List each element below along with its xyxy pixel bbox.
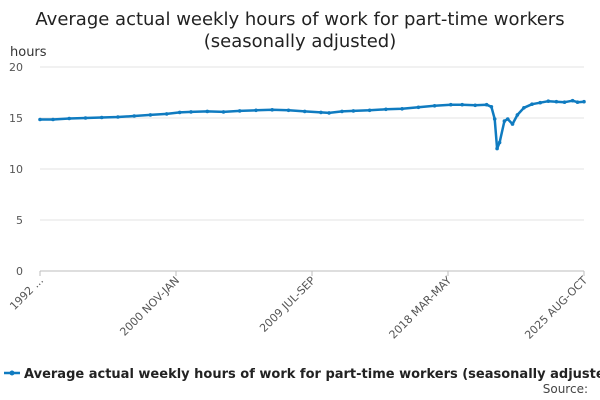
- source-label: Source:: [543, 382, 588, 396]
- data-point[interactable]: [546, 99, 551, 103]
- x-tick-label: 2009 JUL-SEP: [257, 274, 318, 335]
- data-point[interactable]: [99, 115, 104, 120]
- data-point[interactable]: [270, 108, 275, 112]
- chart-title-line-1: Average actual weekly hours of work for …: [35, 9, 564, 30]
- data-point[interactable]: [302, 109, 307, 114]
- x-tick-labels: 1992 ... 2000 NOV-JAN 2009 JUL-SEP 2018 MAR…: [7, 271, 590, 342]
- legend-entry: Average actual weekly hours of work for …: [24, 367, 600, 382]
- data-point[interactable]: [205, 109, 210, 114]
- data-point[interactable]: [367, 108, 372, 113]
- data-point[interactable]: [286, 108, 291, 113]
- data-point[interactable]: [432, 104, 437, 108]
- y-tick-label: 0: [16, 265, 23, 278]
- data-point[interactable]: [384, 107, 388, 112]
- chart-title-line-2: (seasonally adjusted): [204, 31, 397, 52]
- data-point[interactable]: [460, 102, 465, 107]
- y-tick-labels: 0 5 10 15 20: [9, 61, 23, 278]
- data-point[interactable]: [254, 108, 258, 113]
- data-point[interactable]: [327, 111, 331, 115]
- data-point[interactable]: [554, 99, 559, 104]
- data-point[interactable]: [351, 109, 356, 113]
- data-point[interactable]: [492, 117, 497, 121]
- data-point[interactable]: [562, 100, 567, 104]
- x-tick-label: 1992 ...: [7, 274, 46, 313]
- data-point[interactable]: [38, 117, 42, 122]
- data-point[interactable]: [416, 105, 421, 110]
- gridlines: [40, 66, 584, 272]
- data-point[interactable]: [132, 114, 136, 118]
- y-tick-label: 10: [9, 163, 23, 176]
- data-point[interactable]: [189, 110, 193, 114]
- data-point[interactable]: [148, 113, 153, 117]
- data-point[interactable]: [575, 100, 580, 104]
- data-point[interactable]: [515, 113, 520, 117]
- legend-swatch-marker: [9, 370, 15, 376]
- data-point[interactable]: [83, 116, 88, 120]
- data-point[interactable]: [51, 117, 55, 122]
- data-point[interactable]: [237, 109, 242, 113]
- data-point[interactable]: [484, 102, 489, 107]
- x-tick-label: 2018 MAR-MAY: [387, 274, 455, 342]
- x-tick-label: 2000 NOV-JAN: [117, 274, 182, 339]
- legend[interactable]: Average actual weekly hours of work for …: [4, 367, 600, 382]
- y-axis-label: hours: [10, 45, 47, 60]
- x-tick-label: 2025 AUG-OCT: [522, 274, 590, 342]
- y-tick-label: 15: [9, 112, 23, 125]
- data-point[interactable]: [505, 117, 510, 121]
- data-point[interactable]: [67, 116, 71, 121]
- data-point[interactable]: [164, 112, 169, 116]
- data-point[interactable]: [502, 119, 507, 123]
- data-point[interactable]: [497, 140, 502, 145]
- data-point[interactable]: [177, 110, 182, 115]
- data-point[interactable]: [489, 105, 494, 109]
- data-point[interactable]: [116, 115, 120, 119]
- series-group: [38, 98, 586, 151]
- data-point[interactable]: [340, 109, 344, 114]
- data-point[interactable]: [582, 99, 586, 104]
- data-point[interactable]: [495, 146, 499, 151]
- series-line-0: [38, 99, 586, 150]
- data-point[interactable]: [221, 110, 226, 114]
- data-point[interactable]: [570, 98, 575, 103]
- y-tick-label: 20: [9, 61, 23, 74]
- data-point[interactable]: [449, 102, 453, 107]
- data-point[interactable]: [530, 102, 534, 106]
- data-point[interactable]: [538, 100, 542, 105]
- data-point[interactable]: [400, 107, 404, 111]
- data-point[interactable]: [510, 122, 515, 126]
- data-point[interactable]: [319, 110, 323, 115]
- y-tick-label: 5: [16, 214, 23, 227]
- data-point[interactable]: [473, 103, 478, 108]
- data-point[interactable]: [522, 106, 526, 110]
